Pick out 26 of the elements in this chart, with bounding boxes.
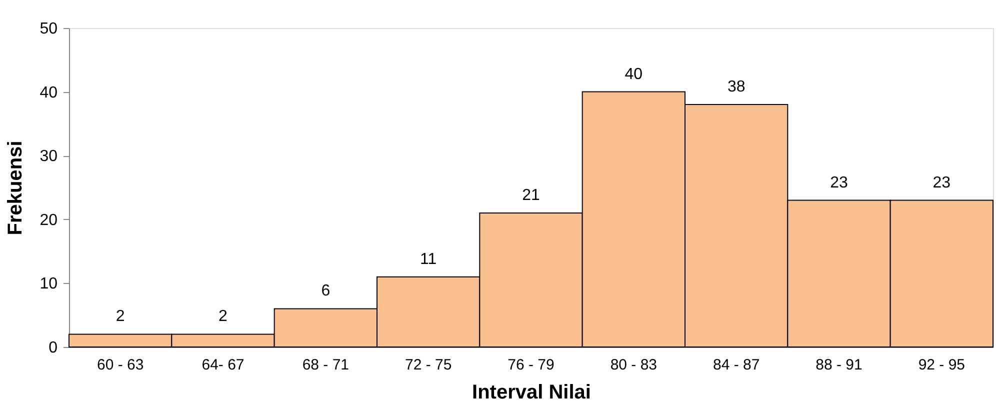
y-tick-label: 30	[40, 148, 58, 166]
y-tick-label: 50	[40, 20, 58, 38]
x-tick-label: 60 - 63	[96, 356, 144, 374]
x-tick-label: 92 - 95	[918, 356, 966, 374]
x-tick-label: 72 - 75	[404, 356, 452, 374]
x-tick-label: 80 - 83	[610, 356, 658, 374]
x-axis-title: Interval Nilai	[472, 382, 591, 404]
y-tick-label: 10	[40, 276, 58, 293]
y-tick-label: 40	[40, 84, 58, 102]
x-tick-label: 68 - 71	[302, 356, 350, 374]
data-label: 11	[420, 250, 437, 268]
data-label: 38	[727, 78, 746, 96]
x-tick-label: 88 - 91	[816, 356, 862, 374]
x-tick-label: 76 - 79	[508, 356, 554, 374]
data-label: 23	[830, 174, 848, 192]
data-label: 2	[116, 308, 125, 326]
data-label: 21	[522, 187, 540, 204]
data-label: 23	[932, 174, 951, 192]
y-tick-label: 0	[48, 340, 58, 356]
data-label: 6	[321, 282, 330, 300]
x-tick-label: 64- 67	[202, 356, 244, 374]
data-label: 40	[624, 66, 643, 83]
y-tick-label: 20	[40, 212, 58, 229]
x-tick-label: 84 - 87	[712, 356, 760, 374]
data-label: 2	[218, 308, 228, 326]
y-axis-title: Frekuensi	[4, 140, 27, 236]
